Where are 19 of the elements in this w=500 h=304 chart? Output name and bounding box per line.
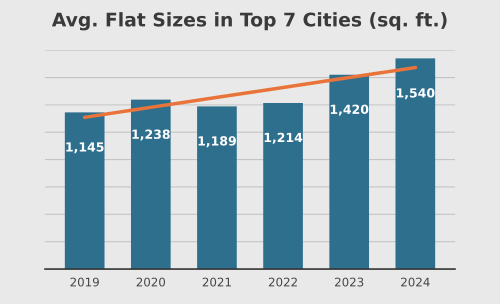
bar — [197, 106, 237, 270]
data-label: 1,214 — [264, 132, 302, 144]
x-tick-label: 2023 — [335, 278, 364, 287]
data-label: 1,189 — [198, 136, 236, 148]
x-tick-label: 2022 — [268, 278, 297, 287]
bar — [395, 58, 436, 270]
bar — [64, 112, 105, 270]
x-tick-label: 2019 — [70, 278, 99, 287]
chart-title: Avg. Flat Sizes in Top 7 Cities (sq. ft.) — [52, 12, 447, 30]
data-label: 1,145 — [66, 142, 104, 154]
x-tick-label: 2020 — [136, 278, 166, 287]
x-tick-label: 2021 — [202, 278, 231, 287]
bar — [263, 102, 303, 270]
data-label: 1,420 — [330, 104, 368, 116]
bar — [329, 74, 370, 270]
data-label: 1,540 — [396, 88, 434, 100]
bar — [130, 100, 171, 270]
x-tick-label: 2024 — [401, 278, 430, 287]
data-label: 1,238 — [132, 129, 170, 141]
